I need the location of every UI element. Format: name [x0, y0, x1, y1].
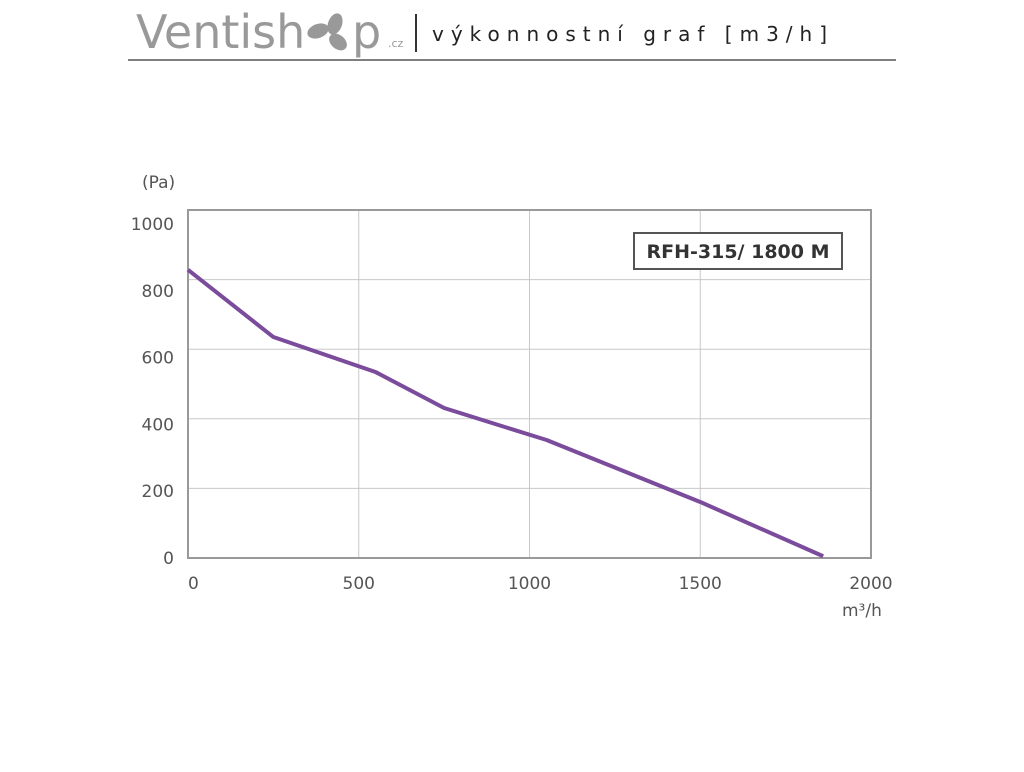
- logo-tld: .cz: [388, 37, 404, 50]
- y-tick-label: 400: [142, 415, 174, 435]
- x-tick-label: 1000: [508, 574, 551, 594]
- logo-fan: [307, 13, 347, 51]
- y-tick-label: 600: [142, 349, 174, 369]
- plot-frame: [187, 209, 872, 559]
- y-tick-label: 0: [163, 549, 174, 569]
- logo: Ventish: [136, 5, 305, 59]
- legend-label: RFH-315/ 1800 M: [646, 241, 829, 263]
- y-tick-label: 1000: [131, 215, 174, 235]
- x-tick-label: 2000: [849, 574, 892, 594]
- header-subtitle: výkonnostní graf [m3/h]: [432, 22, 834, 46]
- x-axis-label: m³/h: [842, 601, 882, 621]
- x-tick-label: 500: [343, 574, 375, 594]
- x-tick-label: 1500: [679, 574, 722, 594]
- logo-end: p: [352, 5, 381, 59]
- x-tick-label: 0: [188, 574, 199, 594]
- y-tick-label: 200: [142, 482, 174, 502]
- y-axis-label: (Pa): [142, 173, 175, 193]
- legend-box: [633, 232, 843, 270]
- series-line: [186, 268, 824, 559]
- y-tick-label: 800: [142, 282, 174, 302]
